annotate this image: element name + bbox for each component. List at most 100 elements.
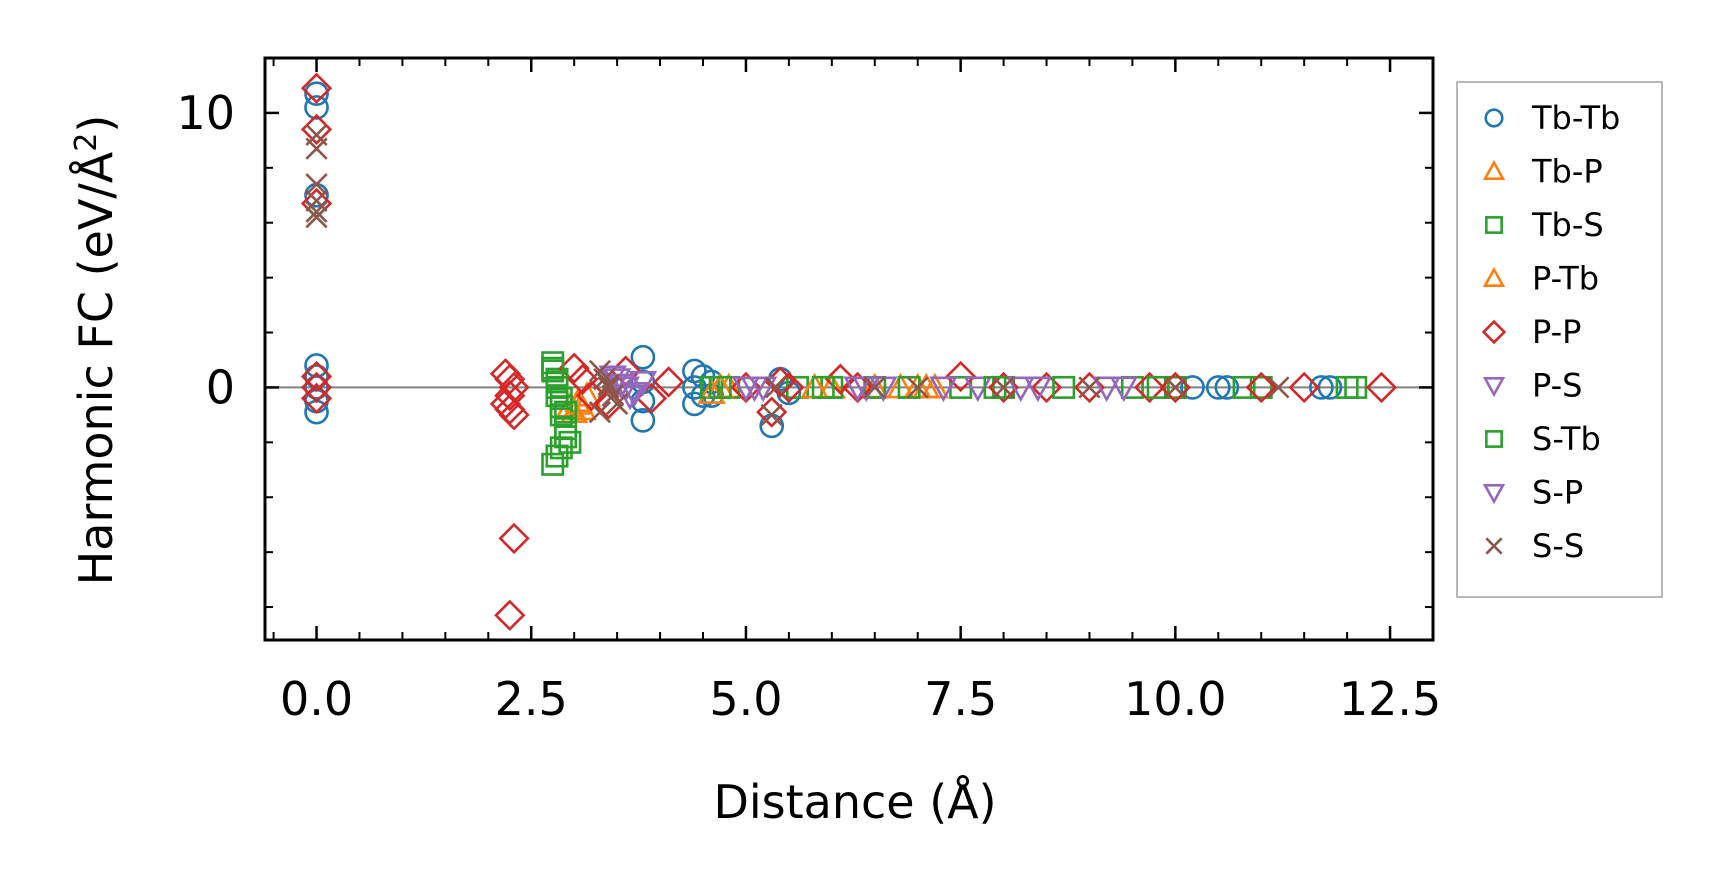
x-tick-label: 0.0 [280,672,353,726]
data-point-P-P [1245,371,1277,404]
data-point-S-S [588,401,612,424]
data-point-S-S [305,173,328,196]
data-point-Tb-Tb [690,383,716,409]
data-point-P-P [945,360,977,393]
data-point-S-S [760,403,783,427]
axes: 0.0 2.5 5.0 7.5 10.0 12.5 0 10 [176,56,1441,726]
data-point-S-Tb [811,375,835,399]
x-tick-label: 10.0 [1124,672,1226,726]
data-point-P-P [1133,371,1166,404]
series-P-P [300,72,1398,631]
x-axis-title: Distance (Å) [713,775,996,829]
data-point-Tb-Tb [630,408,656,433]
data-point-S-S [305,200,328,223]
legend-marker-S-Tb [1485,430,1503,448]
y-axis-title-main: Harmonic FC (eV/Å [69,151,123,585]
data-point-Tb-Tb [304,375,329,400]
legend-item: S-P [1482,474,1583,512]
data-point-S-S [305,206,328,229]
legend-item: Tb-P [1482,153,1603,191]
data-point-P-P [558,352,590,384]
data-point-P-P [1365,371,1398,404]
y-tick-label: 10 [176,86,235,140]
data-point-P-S [620,382,649,408]
data-point-S-Tb [545,370,569,394]
data-point-P-P [1159,371,1191,404]
data-point-P-P [494,599,526,631]
data-point-Tb-Tb [304,364,329,389]
data-point-S-S [305,137,328,160]
data-point-Tb-S [549,403,573,427]
data-point-P-P [653,366,685,398]
data-point-Tb-S [1249,375,1273,399]
plot-frame [263,56,1435,642]
series-S-S [305,123,1290,427]
data-point-P-S [1092,376,1121,403]
data-point-Tb-Tb [1205,375,1231,400]
data-point-P-P [1288,371,1320,404]
data-point-P-P [498,522,530,555]
data-point-S-S [1078,376,1101,399]
data-point-P-P [498,399,530,431]
x-tick-label: 5.0 [709,672,782,726]
data-point-P-S [1023,376,1053,403]
data-point-Tb-Tb [1309,375,1334,400]
data-point-S-S [1164,376,1187,399]
data-point-P-P [300,360,333,393]
x-tick-label: 12.5 [1339,672,1441,726]
y-axis-title-close: ) [69,115,123,133]
data-point-S-P [1006,376,1035,403]
legend-label: P-P [1532,313,1581,351]
data-point-P-P [300,72,333,104]
data-point-P-S [628,371,658,397]
data-point-Tb-S [545,444,569,468]
data-point-S-Tb [1052,375,1076,399]
data-point-Tb-Tb [682,375,707,400]
data-point-S-P [929,376,958,403]
data-point-S-S [305,189,328,212]
legend-marker-Tb-P [1482,159,1506,180]
data-point-Tb-Tb [304,95,329,120]
legend-marker-Tb-Tb [1484,108,1504,128]
data-point-P-P [300,371,333,404]
data-point-Tb-Tb [1214,375,1240,400]
legend: Tb-Tb Tb-P Tb-S P-Tb P-P P-S S-Tb S-P S-S [1456,81,1663,598]
data-point-P-P [300,382,333,415]
data-point-S-S [605,392,629,416]
data-point-S-Tb [708,375,732,399]
y-axis-title: Harmonic FC (eV/Å2) [69,115,123,586]
legend-marker-P-Tb [1482,266,1506,288]
legend-label: Tb-S [1531,206,1604,244]
data-point-S-S [597,373,620,396]
data-point-Tb-Tb [304,81,329,107]
legend-marker-P-S [1482,376,1506,398]
legend-label: P-Tb [1532,260,1599,298]
data-point-Tb-S [541,452,565,476]
data-point-S-Tb [549,386,573,410]
legend-label: P-S [1532,367,1582,405]
data-point-S-P [740,376,769,403]
data-point-Tb-Tb [1180,375,1205,400]
data-point-S-Tb [1146,375,1170,399]
legend-item: P-Tb [1482,260,1599,298]
x-tick-label: 2.5 [495,672,568,726]
x-tick-label: 7.5 [924,672,997,726]
y-tick-label: 0 [206,360,235,414]
legend-label: Tb-P [1531,153,1603,191]
legend-label: S-Tb [1532,420,1601,458]
legend-marker-S-P [1482,483,1506,505]
data-point-P-Tb [920,372,950,399]
data-point-S-S [764,376,788,399]
data-point-P-P [567,363,599,395]
legend-label: S-S [1532,527,1584,565]
plot-area [265,72,1433,631]
data-point-P-P [756,396,788,428]
legend-item: Tb-S [1485,206,1604,244]
legend-item: S-Tb [1485,420,1601,458]
legend-marker-Tb-S [1485,216,1503,234]
data-point-Tb-S [1232,375,1256,399]
data-point-S-S [863,376,886,399]
data-point-Tb-S [558,430,582,454]
data-point-S-P [1109,376,1139,403]
data-point-P-P [1030,371,1063,404]
